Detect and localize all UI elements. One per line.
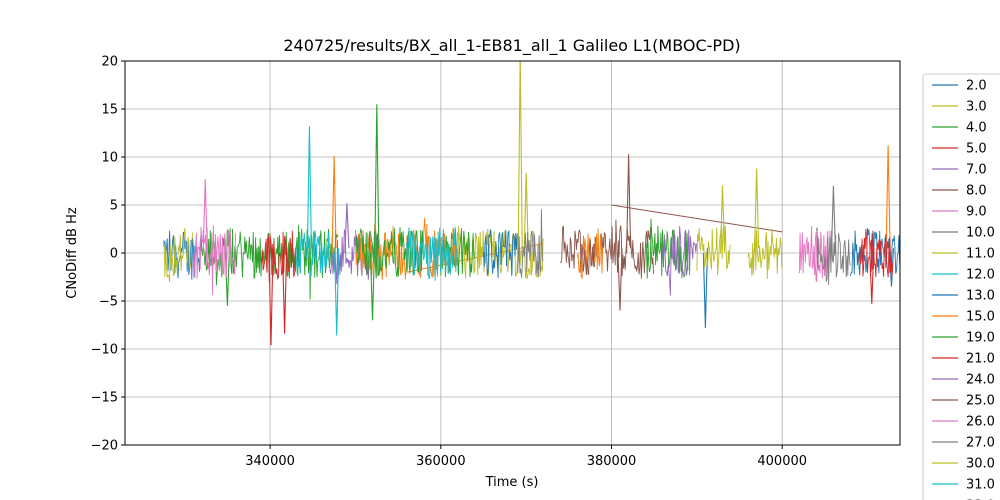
series-27.0 <box>815 185 851 286</box>
series-5.0 <box>261 230 296 346</box>
legend-label: 10.0 <box>966 226 995 241</box>
legend-label: 7.0 <box>966 163 987 178</box>
legend-label: 5.0 <box>966 142 987 157</box>
y-tick-label: −10 <box>91 343 118 358</box>
series-8.0 <box>593 154 655 311</box>
x-tick-label: 340000 <box>245 454 295 469</box>
series-19.0 <box>355 104 689 321</box>
legend-label: 19.0 <box>966 331 995 346</box>
legend-label: 30.0 <box>966 457 995 472</box>
series-spike <box>334 248 340 336</box>
series-line <box>747 229 783 280</box>
y-ticks: −20 −15 −10 −5 0 5 10 15 20 <box>91 55 125 454</box>
series-line <box>517 209 544 278</box>
legend-label: 27.0 <box>966 436 995 451</box>
x-tick-label: 400000 <box>757 454 807 469</box>
series-spike <box>719 185 726 254</box>
series-line <box>645 218 689 279</box>
y-tick-label: 10 <box>101 151 118 166</box>
y-tick-label: 5 <box>110 199 118 214</box>
series-spike <box>268 248 274 346</box>
series-24.0 <box>662 226 697 296</box>
series-30.0 <box>747 168 783 280</box>
series-spike <box>202 179 208 254</box>
series-11.0 <box>696 185 732 276</box>
series-line <box>406 226 458 281</box>
series-25.0 <box>560 225 595 276</box>
series-line <box>440 228 476 278</box>
legend-label: 33.0 <box>966 499 995 500</box>
y-tick-label: −20 <box>91 439 118 454</box>
legend-frame <box>922 73 1000 500</box>
legend-label: 2.0 <box>966 79 987 94</box>
x-tick-label: 380000 <box>587 454 637 469</box>
legend-label: 26.0 <box>966 415 995 430</box>
series-line <box>162 227 194 282</box>
legend-label: 8.0 <box>966 184 987 199</box>
series-line <box>815 227 851 286</box>
legend-label: 21.0 <box>966 352 995 367</box>
x-tick-label: 360000 <box>416 454 466 469</box>
series-spike <box>282 248 288 334</box>
series-13.0 <box>483 229 518 279</box>
series-spike <box>374 104 380 254</box>
plot-area <box>162 61 900 346</box>
legend-label: 4.0 <box>966 121 987 136</box>
legend-label: 13.0 <box>966 289 995 304</box>
y-tick-label: 20 <box>101 55 118 70</box>
legend-label: 12.0 <box>966 268 995 283</box>
series-line <box>593 219 655 279</box>
legend-label: 3.0 <box>966 100 987 115</box>
series-line <box>193 224 236 295</box>
series-spike <box>523 173 529 254</box>
legend: 2.0 3.0 4.0 5.0 7.0 8.0 9.0 10.0 11.0 12.0 13.0 15.… <box>922 73 1000 500</box>
series-12.0 <box>295 126 330 278</box>
legend-label: 9.0 <box>966 205 987 220</box>
series-line <box>560 225 595 276</box>
series-spike <box>331 155 337 254</box>
y-tick-label: 15 <box>101 103 118 118</box>
series-line <box>696 225 732 276</box>
x-ticks: 340000 360000 380000 400000 <box>245 445 807 469</box>
series-line <box>483 229 518 279</box>
y-axis-label: CNoDiff dB Hz <box>65 207 80 299</box>
series-spike <box>830 185 836 254</box>
series-line <box>858 229 894 278</box>
series-spike <box>702 248 708 328</box>
series-10.0 <box>517 209 544 278</box>
y-tick-label: −5 <box>99 295 118 310</box>
trend-line <box>611 204 783 233</box>
y-tick-label: −15 <box>91 391 118 406</box>
series-line <box>798 225 834 279</box>
series-spike <box>869 248 875 304</box>
series-spike <box>885 145 891 254</box>
series-31.0 <box>334 226 458 336</box>
legend-label: 25.0 <box>966 394 995 409</box>
series-line <box>355 227 424 279</box>
series-spike <box>626 154 632 254</box>
legend-label: 31.0 <box>966 478 995 493</box>
series-spike <box>369 248 376 321</box>
legend-label: 24.0 <box>966 373 995 388</box>
series-9.0 <box>193 179 236 295</box>
series-spike <box>754 168 760 254</box>
series-7.0 <box>329 203 381 285</box>
legend-label: 15.0 <box>966 310 995 325</box>
series-spike <box>517 61 523 254</box>
series-21.0 <box>858 229 894 304</box>
series-line <box>261 230 296 282</box>
chart-title: 240725/results/BX_all_1-EB81_all_1 Galil… <box>283 36 740 56</box>
series-line <box>295 230 330 278</box>
series-line <box>662 226 697 296</box>
y-tick-label: 0 <box>110 247 118 262</box>
x-axis-label: Time (s) <box>485 475 539 490</box>
series-spike <box>617 248 623 311</box>
legend-label: 11.0 <box>966 247 995 262</box>
series-line <box>576 228 604 279</box>
series-spike <box>344 203 350 254</box>
series-spike <box>306 126 312 254</box>
